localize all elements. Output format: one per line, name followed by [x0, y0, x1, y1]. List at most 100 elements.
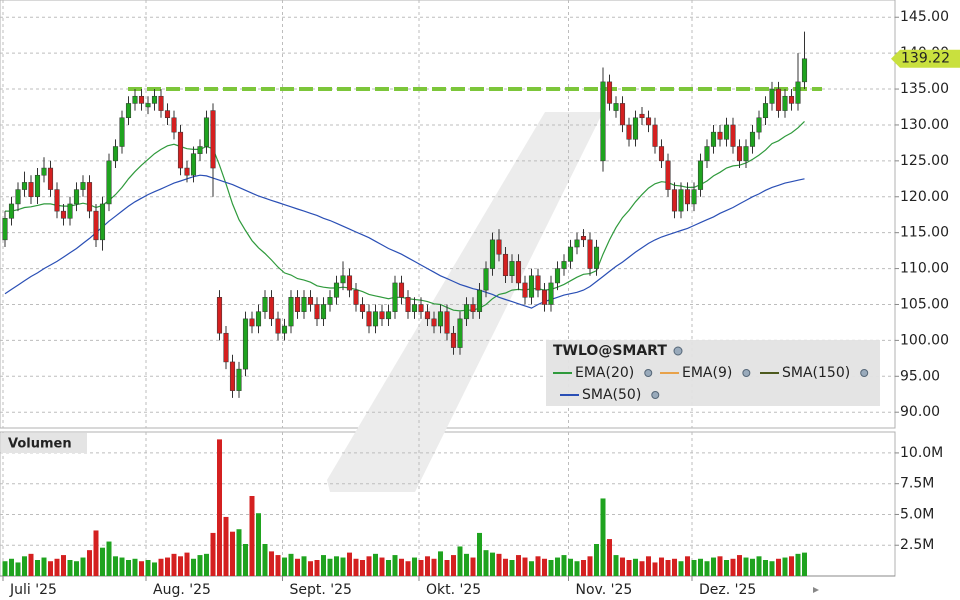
volume-bar	[594, 544, 599, 576]
candle-body	[86, 182, 93, 212]
volume-bar	[444, 560, 450, 576]
candle-body	[528, 275, 535, 298]
volume-bar	[35, 560, 40, 576]
volume-bar	[691, 560, 697, 576]
volume-bar	[165, 557, 170, 576]
candle-body	[431, 318, 437, 327]
candle-body	[697, 160, 704, 190]
volume-bar	[22, 556, 27, 576]
volume-bar	[269, 551, 274, 576]
volume-bar	[652, 562, 658, 576]
volume-bar	[782, 557, 788, 576]
volume-bar	[236, 529, 242, 576]
candle-body	[626, 124, 632, 140]
candle-body	[8, 203, 15, 219]
candle-body	[255, 311, 262, 327]
volume-bar	[321, 555, 326, 576]
candle-body	[561, 261, 567, 269]
volume-bar	[230, 531, 235, 576]
candle-body	[2, 218, 8, 241]
candle-body	[639, 113, 645, 119]
candle-body	[80, 182, 86, 190]
candle-body	[320, 304, 327, 320]
volume-bar	[522, 557, 528, 576]
volume-bar	[119, 557, 125, 576]
candle-body	[671, 189, 678, 212]
y-tick-label: 2.5M	[900, 537, 934, 553]
candle-body	[717, 131, 723, 140]
volume-bar	[795, 553, 801, 576]
candle-body	[210, 110, 216, 169]
volume-bar	[340, 557, 346, 576]
volume-bar	[789, 556, 794, 576]
candle-body	[730, 124, 736, 147]
candle-body	[203, 117, 210, 147]
candle-body	[93, 210, 99, 241]
volume-bar	[633, 558, 638, 576]
candle-body	[541, 289, 548, 305]
volume-bar	[262, 544, 268, 576]
volume-bar	[249, 496, 255, 576]
volume-bar	[61, 555, 66, 576]
candle-body	[268, 297, 275, 320]
y-tick-label: 125.00	[900, 153, 949, 169]
y-tick-label: 95.00	[900, 368, 940, 384]
candle-body	[307, 297, 314, 305]
candle-body	[522, 282, 528, 298]
candle-body	[801, 58, 808, 83]
candle-body	[496, 239, 502, 255]
volume-bar	[750, 558, 755, 576]
volume-bar	[743, 557, 749, 576]
volume-bar	[477, 532, 482, 576]
volume-bar	[639, 561, 645, 576]
volume-bar	[48, 561, 53, 576]
volume-bar	[204, 553, 209, 576]
volume-bar	[178, 556, 183, 576]
volume-bar	[418, 560, 424, 576]
candle-body	[353, 289, 359, 305]
candle-body	[28, 182, 34, 198]
candle-body	[359, 304, 366, 312]
candle-body	[294, 297, 301, 312]
last-price-tag	[891, 49, 960, 68]
last-price-label: 139.22	[901, 51, 950, 67]
scroll-marker	[813, 587, 819, 593]
volume-bar	[431, 558, 437, 576]
candle-body	[60, 210, 67, 219]
x-tick-label: Sept. '25	[290, 582, 352, 598]
volume-bar	[360, 560, 365, 576]
volume-bar	[529, 561, 534, 576]
candle-body	[515, 261, 522, 284]
candle-body	[151, 95, 158, 104]
volume-bar	[516, 555, 521, 576]
y-tick-label: 100.00	[900, 332, 949, 348]
volume-bar	[626, 560, 632, 576]
y-tick-label: 145.00	[900, 9, 949, 25]
candle-body	[567, 246, 574, 262]
candle-body	[580, 236, 587, 241]
volume-bar	[620, 557, 625, 576]
volume-bar	[535, 556, 541, 576]
volume-bar	[724, 560, 729, 576]
candle-body	[171, 117, 177, 133]
volume-bar	[74, 561, 79, 576]
candle-body	[346, 275, 353, 291]
legend-icon	[860, 369, 869, 377]
legend-icon	[742, 369, 751, 377]
legend: TWLO@SMART EMA(20) EMA(9) SMA(150) SMA(50)	[546, 340, 880, 406]
candle-body	[600, 81, 606, 162]
volume-bar	[334, 556, 339, 576]
y-tick-label: 7.5M	[900, 476, 934, 492]
y-tick-label: 110.00	[900, 261, 949, 277]
candle-body	[132, 95, 138, 104]
candle-body	[385, 311, 392, 320]
candle-body	[678, 189, 684, 212]
y-tick-label: 115.00	[900, 225, 949, 241]
candle-body	[99, 203, 106, 241]
volume-bar	[399, 558, 404, 576]
candle-body	[606, 81, 613, 104]
candle-body	[138, 95, 145, 104]
volume-bar	[613, 555, 619, 576]
volume-bar	[145, 560, 151, 576]
legend-label: SMA(150)	[782, 365, 850, 381]
